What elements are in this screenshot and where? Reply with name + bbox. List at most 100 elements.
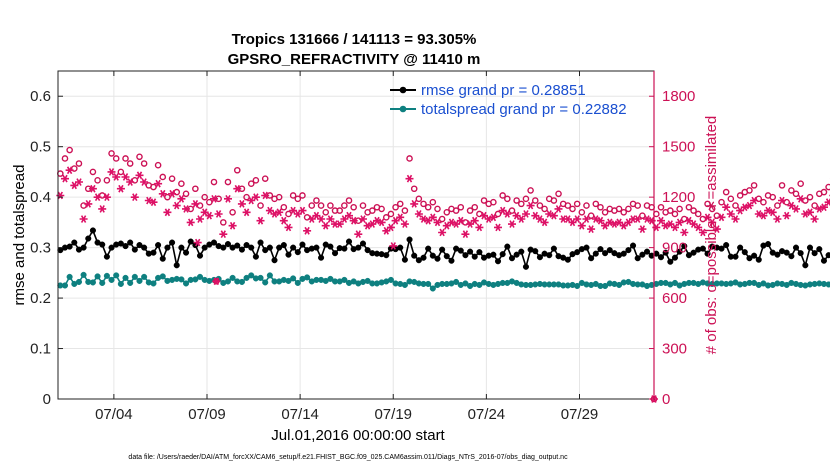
rmse-point (345, 238, 353, 245)
possible-marker (797, 180, 804, 187)
possible-marker (732, 202, 739, 209)
rmse-point (234, 242, 241, 249)
legend: rmse grand pr = 0.28851 totalspread gran… (390, 82, 627, 118)
rmse-point (131, 246, 138, 253)
rmse-point (825, 252, 830, 259)
possible-marker (289, 192, 297, 199)
rmse-point (499, 251, 506, 258)
rmse-point (266, 244, 273, 251)
possible-marker (713, 212, 721, 219)
assimilated-marker (237, 199, 246, 208)
rmse-point (816, 246, 823, 253)
rmse-point (159, 255, 166, 262)
rmse-point (550, 245, 557, 252)
possible-marker (108, 150, 115, 157)
possible-marker (275, 193, 283, 201)
rmse-point (774, 251, 781, 258)
assimilated-marker (396, 213, 405, 222)
rmse-point (751, 252, 758, 259)
assimilated-marker (98, 205, 107, 213)
possible-marker (415, 195, 423, 203)
rmse-point (662, 249, 669, 256)
possible-marker (746, 187, 753, 194)
assimilated-marker (717, 213, 726, 222)
assimilated-marker (410, 199, 419, 208)
rmse-point (117, 240, 124, 247)
assimilated-marker (116, 184, 125, 193)
assimilated-marker (796, 194, 805, 203)
assimilated-marker (75, 178, 83, 186)
possible-marker (708, 205, 716, 213)
possible-marker (280, 203, 288, 211)
possible-marker (694, 210, 702, 218)
totalspread-point (196, 273, 204, 280)
possible-marker (406, 155, 413, 162)
rmse-point (150, 249, 157, 256)
totalspread-point (66, 273, 73, 280)
possible-marker (657, 203, 665, 211)
possible-marker (788, 187, 795, 194)
rmse-point (546, 252, 553, 259)
chart-title-line1: Tropics 131666 / 141113 = 93.305% (232, 31, 477, 48)
totalspread-point (103, 272, 110, 279)
possible-marker (722, 188, 730, 196)
y-right-tick-label: 600 (662, 290, 687, 307)
possible-marker (136, 153, 143, 161)
possible-marker (103, 177, 111, 184)
totalspread-point (476, 281, 483, 289)
rmse-point (820, 257, 828, 264)
rmse-point (639, 251, 646, 258)
rmse-point (518, 248, 525, 255)
possible-marker (550, 197, 558, 204)
rmse-point (248, 244, 255, 251)
rmse-point (443, 253, 450, 260)
assimilated-marker (126, 178, 135, 186)
series-layer (56, 146, 830, 403)
possible-marker (685, 203, 693, 211)
y-right-tick-label: 900 (662, 240, 687, 257)
rmse-point (704, 250, 711, 257)
possible-marker (70, 165, 78, 172)
assimilated-marker (84, 199, 93, 208)
possible-marker (513, 197, 520, 204)
rmse-point (220, 244, 227, 251)
rmse-point (741, 249, 748, 256)
assimilated-marker (405, 174, 414, 183)
rmse-point (625, 247, 632, 254)
assimilated-marker (261, 191, 270, 200)
possible-marker (578, 208, 586, 216)
rmse-point (103, 253, 110, 260)
totalspread-point (671, 279, 679, 286)
assimilated-marker (456, 216, 465, 225)
possible-marker (499, 192, 506, 199)
assimilated-marker (703, 213, 712, 222)
rmse-point (196, 252, 204, 259)
possible-marker (769, 193, 777, 201)
assimilated-marker (782, 211, 791, 220)
totalspread-point (117, 280, 124, 287)
totalspread-point (150, 280, 157, 287)
assimilated-marker (726, 210, 735, 218)
y-right-tick-label: 1800 (662, 88, 695, 105)
assimilated-marker (345, 211, 353, 220)
possible-marker (182, 190, 190, 198)
rmse-point (280, 242, 287, 249)
possible-marker (750, 182, 758, 189)
possible-marker (755, 195, 763, 203)
rmse-point (313, 244, 320, 251)
possible-marker (382, 214, 390, 221)
possible-marker (434, 205, 441, 213)
rmse-point (318, 254, 325, 261)
possible-marker (80, 202, 87, 209)
assimilated-marker (773, 215, 782, 223)
possible-marker (299, 192, 306, 199)
legend-marker-totalspread (399, 105, 407, 113)
y-left-tick-label: 0.6 (30, 88, 51, 105)
totalspread-point (285, 277, 292, 284)
assimilated-marker (65, 166, 74, 175)
possible-marker (410, 185, 418, 193)
assimilated-marker (508, 220, 516, 228)
rmse-point (746, 255, 753, 262)
possible-marker (625, 205, 632, 213)
rmse-point (331, 250, 339, 257)
